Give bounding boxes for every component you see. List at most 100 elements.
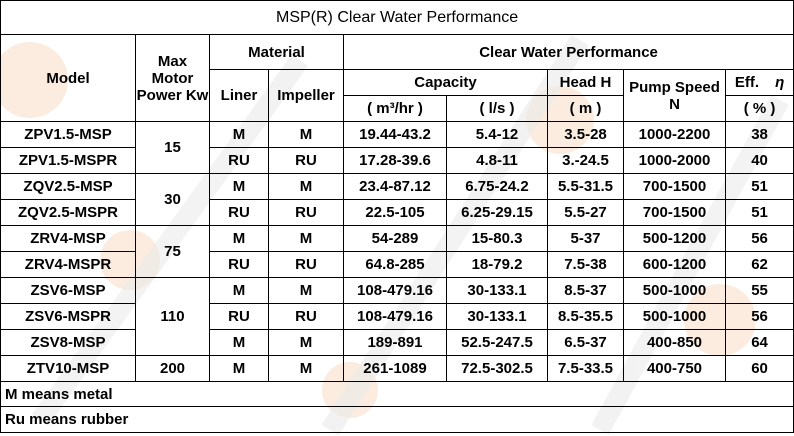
cell-liner: M — [209, 277, 269, 304]
cell-power: 30 — [135, 173, 210, 226]
cell-impeller: RU — [268, 147, 344, 174]
cell-head: 3.-24.5 — [547, 147, 624, 174]
header-speed: Pump Speed N — [623, 69, 726, 122]
header-eff: Eff. η — [724, 69, 794, 96]
cell-cap-ls: 30-133.1 — [446, 303, 548, 330]
header-eff-symbol: η — [775, 74, 785, 91]
cell-eff: 62 — [724, 251, 794, 278]
cell-cap-ls: 6.75-24.2 — [446, 173, 548, 200]
cell-cap-m3: 17.28-39.6 — [343, 147, 447, 174]
table-title: MSP(R) Clear Water Performance — [0, 0, 794, 35]
header-head: Head H — [547, 69, 624, 96]
cell-cap-m3: 261-1089 — [343, 355, 447, 382]
cell-cap-ls: 6.25-29.15 — [446, 199, 548, 226]
cell-cap-m3: 189-891 — [343, 329, 447, 356]
table-row: ZSV6-MSPR RU RU 108-479.16 30-133.1 8.5-35.5 5… — [0, 303, 794, 330]
header-head-unit: ( m ) — [547, 95, 624, 122]
cell-speed: 1000-2000 — [623, 147, 726, 174]
cell-liner: M — [209, 121, 269, 148]
cell-model: ZRV4-MSP — [0, 225, 136, 252]
cell-model: ZPV1.5-MSPR — [0, 147, 136, 174]
table-row: ZSV6-MSP 110 M M 108-479.16 30-133.1 8.5-37 500… — [0, 277, 794, 356]
cell-power: 15 — [135, 121, 210, 174]
cell-impeller: M — [268, 355, 344, 382]
cell-cap-m3: 108-479.16 — [343, 277, 447, 304]
table-row: ZQV2.5-MSP 30 M M 23.4-87.12 6.75-24.2 5.5-31.… — [0, 173, 794, 226]
header-capacity-ls: ( l/s ) — [446, 95, 548, 122]
cell-power: 75 — [135, 225, 210, 278]
cell-head: 7.5-33.5 — [547, 355, 624, 382]
cell-eff: 51 — [724, 173, 794, 200]
table-row: ZRV4-MSP 75 M M 54-289 15-80.3 5-37 500-1200 56 — [0, 225, 794, 278]
cell-speed: 400-850 — [623, 329, 726, 356]
cell-model: ZSV6-MSP — [0, 277, 136, 304]
cell-cap-ls: 30-133.1 — [446, 277, 548, 304]
cell-cap-ls: 52.5-247.5 — [446, 329, 548, 356]
cell-liner: M — [209, 329, 269, 356]
cell-impeller: M — [268, 329, 344, 356]
cell-cap-m3: 19.44-43.2 — [343, 121, 447, 148]
data-rows: ZPV1.5-MSP 15 M M 19.44-43.2 5.4-12 3.5-28 1000… — [0, 121, 794, 382]
table-row: ZSV8-MSP M M 189-891 52.5-247.5 6.5-37 400-850… — [0, 329, 794, 356]
cell-impeller: RU — [268, 199, 344, 226]
cell-speed: 500-1200 — [623, 225, 726, 252]
cell-power: 110 — [135, 277, 210, 356]
cell-head: 8.5-35.5 — [547, 303, 624, 330]
cell-eff: 55 — [724, 277, 794, 304]
cell-cap-m3: 54-289 — [343, 225, 447, 252]
cell-liner: M — [209, 355, 269, 382]
header-impeller: Impeller — [268, 69, 344, 122]
cell-impeller: M — [268, 277, 344, 304]
cell-cap-ls: 18-79.2 — [446, 251, 548, 278]
header-capacity: Capacity — [343, 69, 548, 96]
header-max-power: Max Motor Power Kw — [135, 34, 210, 122]
cell-impeller: M — [268, 225, 344, 252]
header-model: Model — [0, 34, 136, 122]
header-clear-water: Clear Water Performance — [342, 34, 794, 70]
table-row: ZPV1.5-MSP 15 M M 19.44-43.2 5.4-12 3.5-28 1000… — [0, 121, 794, 174]
table-row: ZRV4-MSPR RU RU 64.8-285 18-79.2 7.5-38 600-12… — [0, 251, 794, 278]
header-eff-unit: ( % ) — [724, 95, 794, 122]
cell-speed: 700-1500 — [623, 173, 726, 200]
cell-speed: 400-750 — [623, 355, 726, 382]
cell-head: 5.5-31.5 — [547, 173, 624, 200]
cell-model: ZSV8-MSP — [0, 329, 136, 356]
note-metal: M means metal — [0, 381, 794, 407]
cell-model: ZRV4-MSPR — [0, 251, 136, 278]
cell-power: 200 — [135, 355, 210, 382]
cell-model: ZQV2.5-MSPR — [0, 199, 136, 226]
cell-liner: M — [209, 173, 269, 200]
cell-head: 7.5-38 — [547, 251, 624, 278]
header-liner: Liner — [209, 69, 269, 122]
cell-cap-m3: 22.5-105 — [343, 199, 447, 226]
cell-eff: 40 — [724, 147, 794, 174]
header-eff-label: Eff. — [734, 74, 760, 91]
cell-impeller: RU — [268, 251, 344, 278]
table-row: ZTV10-MSP 200 M M 261-1089 72.5-302.5 7.5-33.5… — [0, 355, 794, 382]
cell-impeller: RU — [268, 303, 344, 330]
cell-speed: 600-1200 — [623, 251, 726, 278]
cell-head: 8.5-37 — [547, 277, 624, 304]
cell-speed: 1000-2200 — [623, 121, 726, 148]
cell-liner: RU — [209, 147, 269, 174]
cell-speed: 500-1000 — [623, 303, 726, 330]
cell-cap-m3: 108-479.16 — [343, 303, 447, 330]
cell-model: ZQV2.5-MSP — [0, 173, 136, 200]
cell-model: ZTV10-MSP — [0, 355, 136, 382]
cell-cap-m3: 23.4-87.12 — [343, 173, 447, 200]
cell-eff: 60 — [724, 355, 794, 382]
table-row: ZQV2.5-MSPR RU RU 22.5-105 6.25-29.15 5.5-27 7… — [0, 199, 794, 226]
cell-head: 3.5-28 — [547, 121, 624, 148]
cell-cap-ls: 15-80.3 — [446, 225, 548, 252]
cell-eff: 56 — [724, 303, 794, 330]
table-row: ZPV1.5-MSPR RU RU 17.28-39.6 4.8-11 3.-24.5 10… — [0, 147, 794, 174]
header-capacity-m3: ( m³/hr ) — [343, 95, 447, 122]
cell-liner: RU — [209, 251, 269, 278]
cell-eff: 64 — [724, 329, 794, 356]
cell-impeller: M — [268, 173, 344, 200]
cell-eff: 56 — [724, 225, 794, 252]
cell-model: ZPV1.5-MSP — [0, 121, 136, 148]
cell-liner: RU — [209, 199, 269, 226]
cell-model: ZSV6-MSPR — [0, 303, 136, 330]
